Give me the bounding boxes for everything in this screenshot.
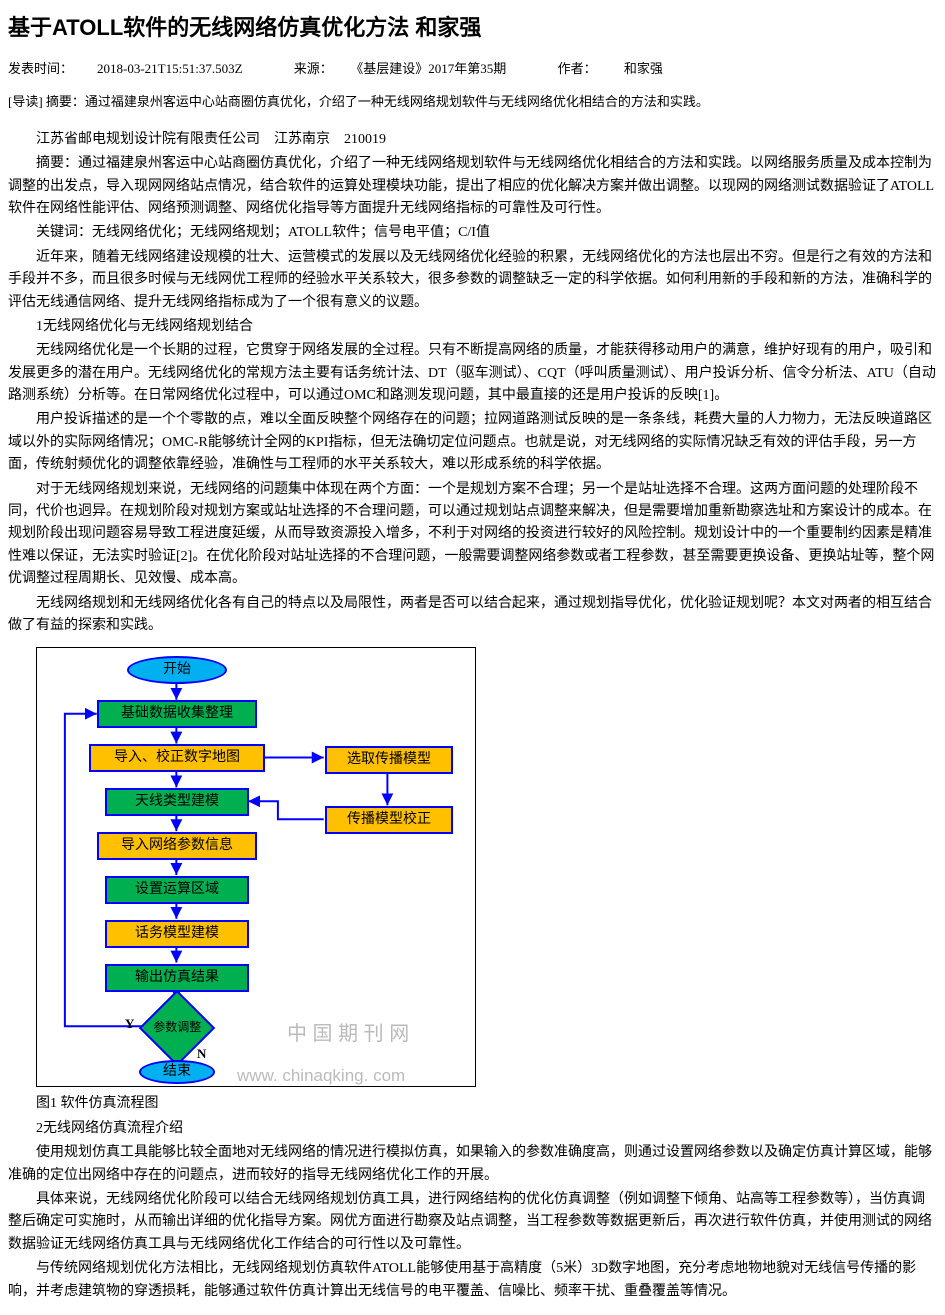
flowchart-node-n5: 设置运算区域: [105, 876, 249, 904]
body-paragraph: 使用规划仿真工具能够比较全面地对无线网络的情况进行模拟仿真，如果输入的参数准确度…: [8, 1142, 937, 1187]
publish-time: 发表时间：2018-03-21T15:51:37.503Z: [8, 61, 267, 76]
metadata-row: 发表时间：2018-03-21T15:51:37.503Z 来源：《基层建设》2…: [8, 59, 937, 80]
page-title: 基于ATOLL软件的无线网络仿真优化方法 和家强: [8, 10, 937, 45]
body-paragraph: 无线网络规划和无线网络优化各有自己的特点以及局限性，两者是否可以结合起来，通过规…: [8, 593, 937, 638]
flowchart-node-r1: 选取传播模型: [325, 746, 453, 774]
flowchart-node-r2: 传播模型校正: [325, 806, 453, 834]
abstract: 摘要：通过福建泉州客运中心站商圈仿真优化，介绍了一种无线网络规划软件与无线网络优…: [8, 153, 937, 220]
flowchart-node-n1: 基础数据收集整理: [97, 700, 257, 728]
flowchart-node-n4: 导入网络参数信息: [97, 832, 257, 860]
figure-caption: 图1 软件仿真流程图: [8, 1093, 937, 1115]
body-paragraph: 无线网络优化是一个长期的过程，它贯穿于网络发展的全过程。只有不断提高网络的质量，…: [8, 340, 937, 407]
flowchart-figure: 开始基础数据收集整理导入、校正数字地图天线类型建模导入网络参数信息设置运算区域话…: [36, 647, 937, 1087]
lead-paragraph: [导读] 摘要：通过福建泉州客运中心站商圈仿真优化，介绍了一种无线网络规划软件与…: [8, 92, 937, 113]
affiliation: 江苏省邮电规划设计院有限责任公司 江苏南京 210019: [8, 129, 937, 151]
flowchart-edge-label-Y: Y: [125, 1014, 134, 1035]
flowchart-node-n7: 输出仿真结果: [105, 964, 249, 992]
keywords: 关键词：无线网络优化；无线网络规划；ATOLL软件；信号电平值；C/I值: [8, 222, 937, 244]
lead-label: [导读]: [8, 94, 43, 109]
flowchart-canvas: 开始基础数据收集整理导入、校正数字地图天线类型建模导入网络参数信息设置运算区域话…: [36, 647, 476, 1087]
author: 作者： 和家强: [558, 61, 687, 76]
watermark: www. chinaqking. com: [237, 1062, 405, 1089]
section-heading: 1无线网络优化与无线网络规划结合: [8, 316, 937, 338]
lead-text: 摘要：通过福建泉州客运中心站商圈仿真优化，介绍了一种无线网络规划软件与无线网络优…: [43, 94, 709, 109]
flowchart-node-start: 开始: [127, 656, 227, 684]
section-heading: 2无线网络仿真流程介绍: [8, 1118, 937, 1140]
flowchart-node-n2: 导入、校正数字地图: [89, 744, 265, 772]
source: 来源：《基层建设》2017年第35期: [294, 61, 531, 76]
body-paragraph: 与传统网络规划优化方法相比，无线网络规划仿真软件ATOLL能够使用基于高精度（5…: [8, 1258, 937, 1303]
watermark: 中 国 期 刊 网: [287, 1018, 409, 1050]
flowchart-node-n6: 话务模型建模: [105, 920, 249, 948]
flowchart-node-n3: 天线类型建模: [105, 788, 249, 816]
body-paragraph: 用户投诉描述的是一个个零散的点，难以全面反映整个网络存在的问题；拉网道路测试反映…: [8, 409, 937, 476]
flowchart-edge-label-N: N: [197, 1044, 206, 1065]
body-paragraph: 近年来，随着无线网络建设规模的壮大、运营模式的发展以及无线网络优化经验的积累，无…: [8, 247, 937, 314]
body-paragraph: 对于无线网络规划来说，无线网络的问题集中体现在两个方面：一个是规划方案不合理；另…: [8, 479, 937, 591]
